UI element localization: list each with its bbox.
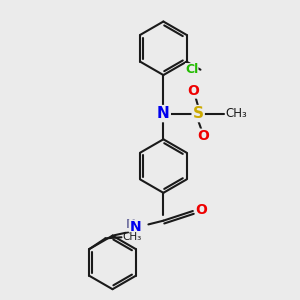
- Text: O: O: [187, 84, 199, 98]
- Text: CH₃: CH₃: [226, 107, 247, 120]
- Text: H: H: [126, 218, 136, 231]
- Text: N: N: [129, 220, 141, 234]
- Text: O: O: [196, 203, 207, 217]
- Text: N: N: [157, 106, 170, 121]
- Text: S: S: [193, 106, 204, 121]
- Text: CH₃: CH₃: [122, 232, 142, 242]
- Text: O: O: [198, 129, 209, 143]
- Text: Cl: Cl: [185, 63, 198, 76]
